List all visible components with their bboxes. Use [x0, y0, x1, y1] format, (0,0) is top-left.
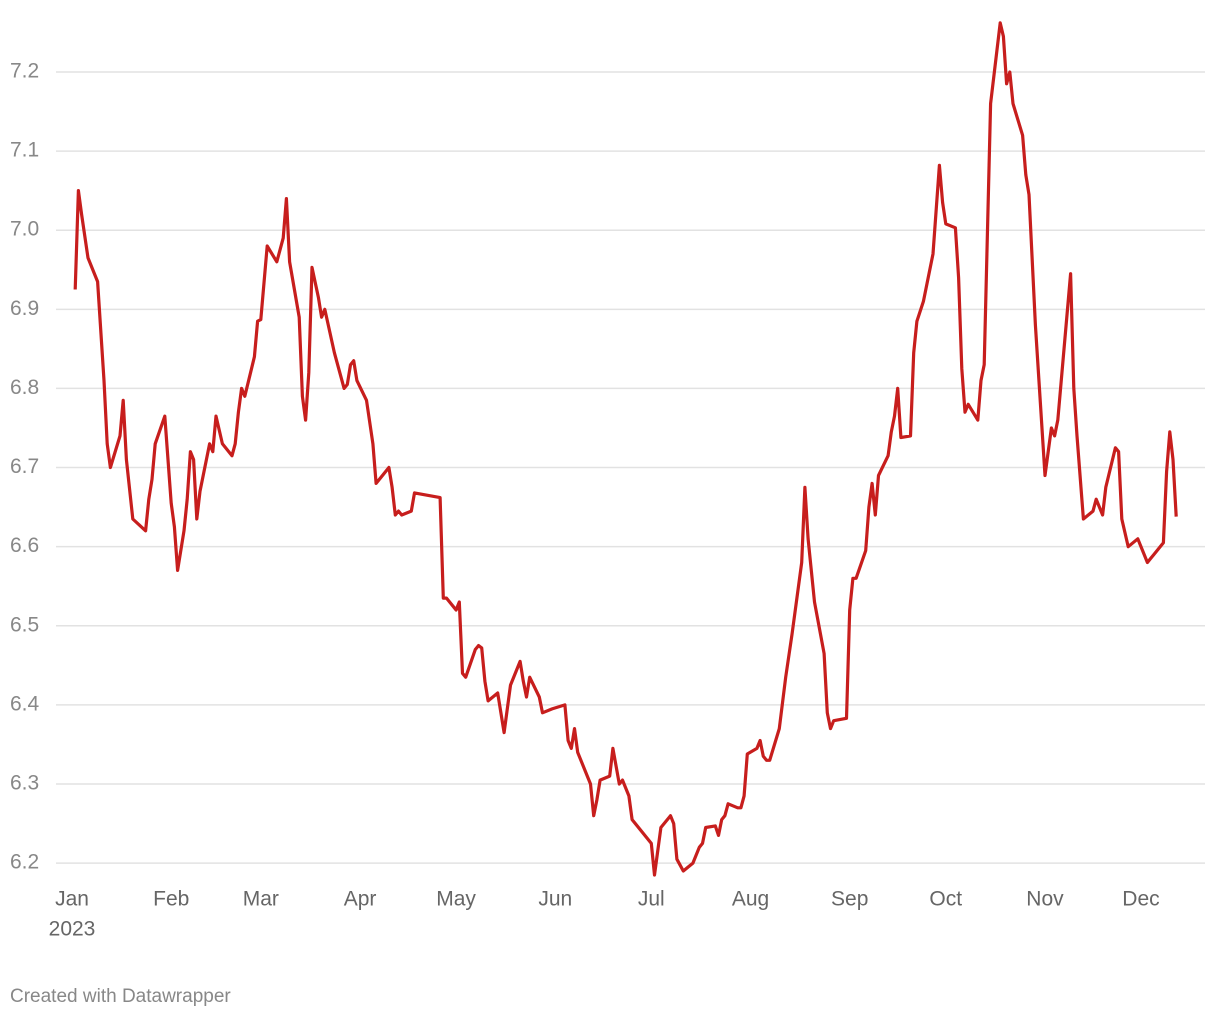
x-tick-label: Mar	[243, 888, 279, 911]
x-tick-label: Sep	[831, 888, 868, 911]
x-tick-label: May	[436, 888, 476, 911]
x-tick-label: Dec	[1122, 888, 1159, 911]
y-tick-label: 6.9	[10, 297, 39, 320]
y-tick-label: 6.4	[10, 692, 40, 715]
y-tick-label: 6.6	[10, 534, 39, 557]
x-year-label: 2023	[49, 918, 96, 941]
x-tick-label: Oct	[929, 888, 962, 911]
y-tick-label: 6.3	[10, 772, 39, 795]
x-tick-label: Apr	[344, 888, 377, 911]
footer: Created with Datawrapper	[10, 986, 231, 1007]
x-tick-label: Aug	[732, 888, 769, 911]
x-tick-label: Jul	[638, 888, 665, 911]
x-tick-label: Jan	[55, 888, 89, 911]
y-tick-label: 7.1	[10, 139, 39, 162]
data-line	[73, 21, 1178, 877]
y-tick-label: 6.5	[10, 613, 39, 636]
x-tick-label: Jun	[538, 888, 572, 911]
y-tick-label: 7.2	[10, 60, 39, 83]
y-tick-label: 6.7	[10, 455, 39, 478]
x-tick-label: Nov	[1026, 888, 1064, 911]
y-tick-label: 7.0	[10, 218, 39, 241]
y-tick-label: 6.8	[10, 376, 39, 399]
y-tick-label: 6.2	[10, 851, 39, 874]
x-tick-label: Feb	[153, 888, 189, 911]
